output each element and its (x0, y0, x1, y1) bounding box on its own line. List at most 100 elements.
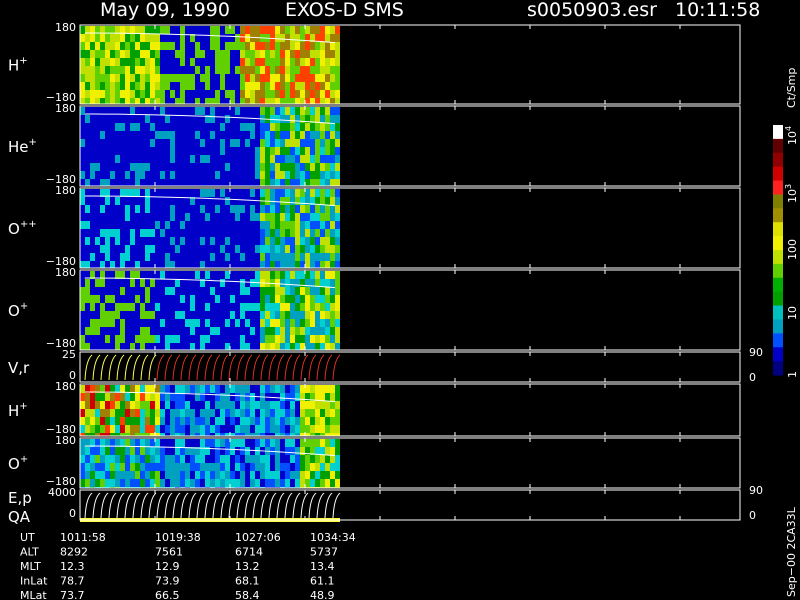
sweep-line (124, 354, 133, 381)
spectrogram-cell (335, 447, 340, 455)
colorbar-cell (773, 333, 783, 348)
spectrogram-cell (225, 131, 230, 139)
spectrogram-cell (200, 179, 205, 186)
spectrogram-cell (130, 439, 135, 447)
spectrogram-cell (280, 447, 285, 455)
spectrogram-cell (305, 50, 310, 58)
spectrogram-cell (80, 74, 85, 82)
spectrogram-cell (100, 131, 105, 139)
spectrogram-cell (95, 271, 100, 279)
spectrogram-cell (220, 163, 225, 171)
spectrogram-cell (185, 213, 190, 221)
spectrogram-cell (290, 287, 295, 295)
spectrogram-cell (235, 463, 240, 471)
spectrogram-cell (205, 261, 210, 268)
spectrogram-cell (135, 74, 140, 82)
spectrogram-cell (110, 107, 115, 115)
spectrogram-cell (155, 107, 160, 115)
spectrogram-cell (110, 425, 115, 433)
sweep-line (260, 492, 269, 519)
spectrogram-cell (80, 147, 85, 155)
spectrogram-cell (100, 433, 105, 436)
spectrogram-cell (200, 271, 205, 279)
spectrogram-cell (115, 163, 120, 171)
spectrogram-cell (130, 34, 135, 42)
spectrogram-cell (235, 205, 240, 213)
spectrogram-cell (230, 34, 235, 42)
spectrogram-cell (315, 409, 320, 417)
spectrogram-cell (210, 479, 215, 487)
spectrogram-cell (120, 393, 125, 401)
spectrogram-cell (270, 42, 275, 50)
spectrogram-cell (100, 179, 105, 186)
spectrogram-cell (150, 66, 155, 74)
spectrogram-cell (100, 34, 105, 42)
spectrogram-cell (200, 433, 205, 436)
spectrogram-cell (335, 90, 340, 98)
spectrogram-cell (240, 463, 245, 471)
spectrogram-cell (260, 287, 265, 295)
spectrogram-cell (315, 447, 320, 455)
spectrogram-cell (205, 311, 210, 319)
spectrogram-cell (255, 74, 260, 82)
spectrogram-cell (170, 295, 175, 303)
spectrogram-cell (195, 205, 200, 213)
spectrogram-cell (315, 471, 320, 479)
spectrogram-cell (300, 98, 305, 104)
spectrogram-cell (125, 425, 130, 433)
spectrogram-cell (315, 221, 320, 229)
spectrogram-cell (250, 425, 255, 433)
spectrogram-cell (120, 229, 125, 237)
spectrogram-cell (325, 237, 330, 245)
spectrogram-cell (280, 197, 285, 205)
spectrogram-cell (175, 189, 180, 197)
spectrogram-cell (265, 123, 270, 131)
spectrogram-cell (150, 163, 155, 171)
spectrogram-cell (210, 82, 215, 90)
spectrogram-cell (165, 205, 170, 213)
spectrogram-cell (110, 82, 115, 90)
spectrogram-cell (115, 34, 120, 42)
spectrogram-cell (290, 213, 295, 221)
spectrogram-cell (80, 98, 85, 104)
spectrogram-cell (235, 179, 240, 186)
spectrogram-cell (140, 385, 145, 393)
spectrogram-cell (250, 417, 255, 425)
spectrogram-cell (235, 287, 240, 295)
spectrogram-cell (105, 479, 110, 487)
spectrogram-cell (250, 66, 255, 74)
spectrogram-cell (325, 221, 330, 229)
spectrogram-cell (230, 107, 235, 115)
spectrogram-cell (270, 479, 275, 487)
spectrogram-cell (295, 66, 300, 74)
spectrogram-cell (125, 479, 130, 487)
spectrogram-cell (180, 253, 185, 261)
spectrogram-cell (325, 139, 330, 147)
spectrogram-cell (170, 261, 175, 268)
spectrogram-cell (115, 205, 120, 213)
spectrogram-cell (215, 401, 220, 409)
spectrogram-cell (220, 393, 225, 401)
spectrogram-cell (175, 50, 180, 58)
spectrogram-cell (285, 205, 290, 213)
spectrogram-cell (320, 295, 325, 303)
sweep-line (156, 492, 165, 519)
spectrogram-cell (235, 171, 240, 179)
spectrogram-cell (140, 107, 145, 115)
spectrogram-cell (145, 463, 150, 471)
spectrogram-cell (300, 205, 305, 213)
spectrogram-cell (325, 417, 330, 425)
spectrogram-cell (180, 90, 185, 98)
spectrogram-cell (270, 271, 275, 279)
sweep-line (276, 354, 285, 381)
spectrogram-cell (100, 335, 105, 343)
spectrogram-cell (90, 271, 95, 279)
colorbar-cell (773, 180, 783, 195)
spectrogram-cell (165, 335, 170, 343)
spectrogram-cell (130, 311, 135, 319)
spectrogram-cell (295, 311, 300, 319)
spectrogram-cell (120, 123, 125, 131)
spectrogram-cell (275, 327, 280, 335)
spectrogram-cell (160, 221, 165, 229)
spectrogram-cell (220, 147, 225, 155)
